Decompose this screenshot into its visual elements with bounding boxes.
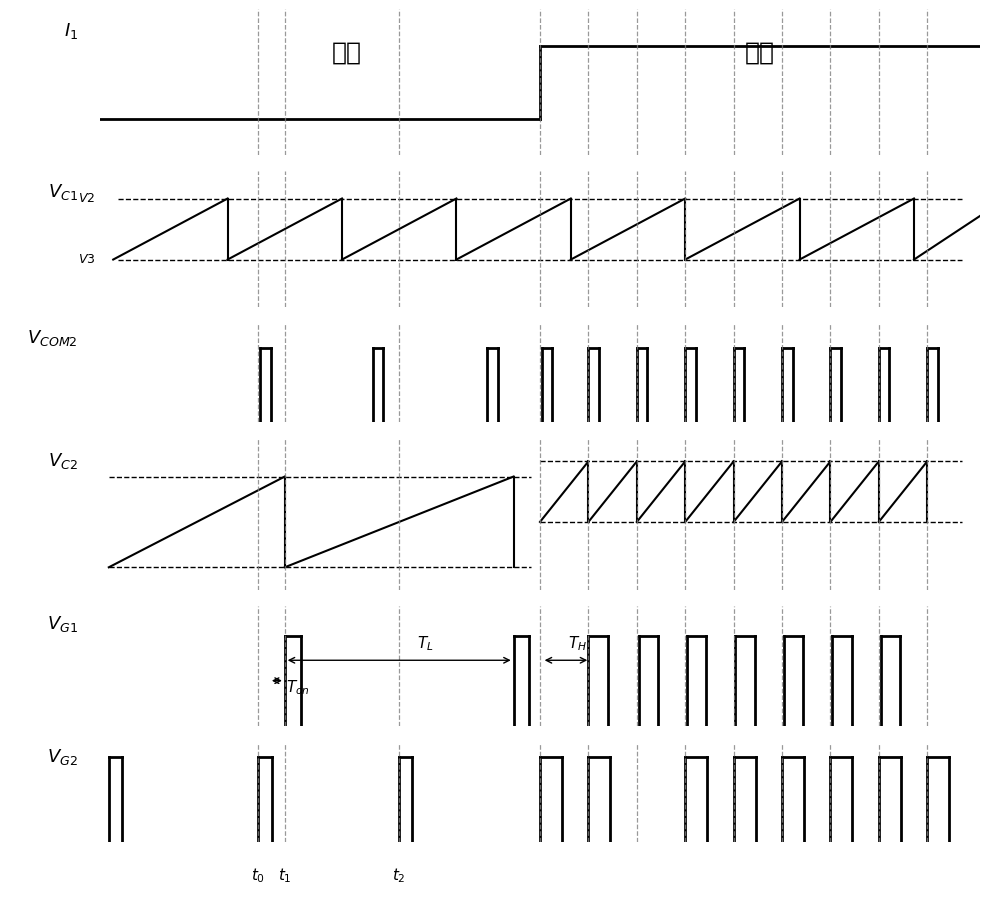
Text: $t_2$: $t_2$ [392, 866, 406, 885]
Text: $t_0$: $t_0$ [251, 866, 265, 885]
Text: $I_1$: $I_1$ [64, 21, 78, 41]
Text: $V_{COM2}$: $V_{COM2}$ [27, 329, 78, 348]
Text: $V_{G2}$: $V_{G2}$ [47, 748, 78, 767]
Text: $V3$: $V3$ [78, 253, 96, 266]
Text: $t_1$: $t_1$ [278, 866, 292, 885]
Text: $V_{C1}$: $V_{C1}$ [48, 182, 78, 202]
Text: 轻载: 轻载 [331, 41, 361, 65]
Text: $T_L$: $T_L$ [417, 634, 434, 653]
Text: $V_{G1}$: $V_{G1}$ [47, 614, 78, 634]
Text: $T_H$: $T_H$ [568, 634, 587, 653]
Text: $V_{C2}$: $V_{C2}$ [48, 452, 78, 472]
Text: 重载: 重载 [745, 41, 775, 65]
Text: $V2$: $V2$ [78, 192, 96, 205]
Text: $T_{on}$: $T_{on}$ [286, 679, 310, 698]
